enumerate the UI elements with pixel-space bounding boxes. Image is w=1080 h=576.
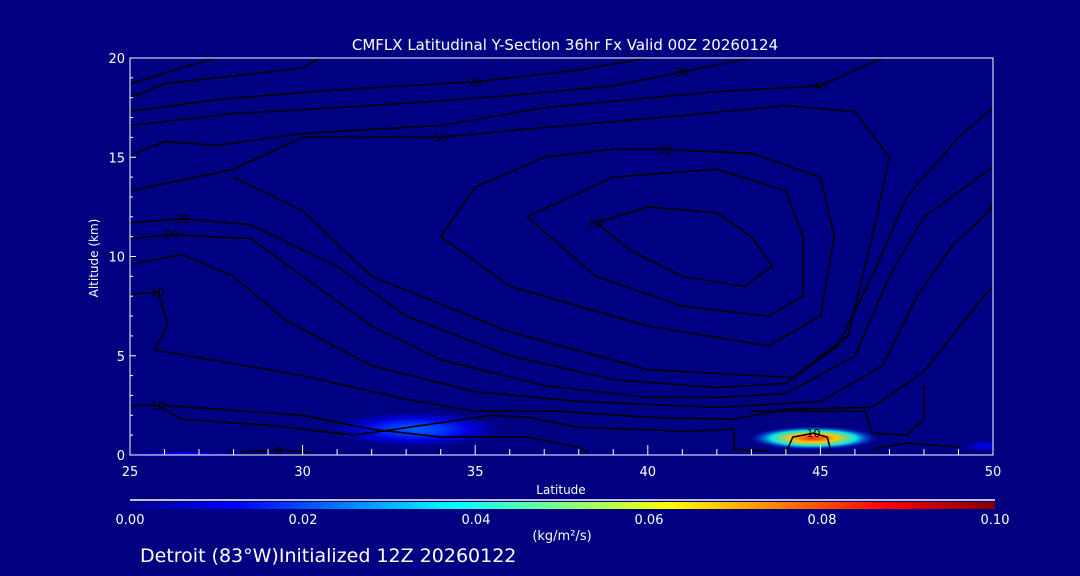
contour-label: 50 xyxy=(434,131,448,144)
y-tick-label: 20 xyxy=(108,52,125,67)
colorbar-tick-label: 0.10 xyxy=(981,513,1010,528)
contour-label: 10 xyxy=(151,399,165,412)
contour-line xyxy=(130,106,993,389)
x-tick-label: 40 xyxy=(640,465,657,480)
contour-label: 30 xyxy=(675,66,689,79)
contour-label: 20 xyxy=(468,76,482,89)
contour-label: 30 xyxy=(175,213,189,226)
contour-label: 10 xyxy=(151,286,165,299)
y-tick-label: 0 xyxy=(117,449,125,464)
contour-lines: 20 30 40 50 60 80 30 20 30 10 10 10 0 xyxy=(130,58,1000,457)
x-tick-label: 50 xyxy=(985,465,1002,480)
contour-line xyxy=(751,385,925,436)
flux-region xyxy=(130,451,234,455)
contour-label: 0 xyxy=(275,444,282,457)
colorbar-tick-label: 0.08 xyxy=(808,513,837,528)
contour-label: 10 xyxy=(806,427,820,440)
contour-line xyxy=(130,285,993,421)
contour-line xyxy=(130,104,891,379)
flux-region xyxy=(965,441,993,452)
contour-line xyxy=(130,58,752,127)
contour-label: 40 xyxy=(813,80,827,93)
axes: 25 30 35 40 45 50 0 5 10 15 20 xyxy=(108,52,1001,480)
x-tick-label: 45 xyxy=(812,465,829,480)
colorbar-tick-label: 0.06 xyxy=(635,513,664,528)
contour-line xyxy=(130,58,648,113)
contour-line xyxy=(785,432,832,454)
contour-line xyxy=(130,58,883,157)
contour-line xyxy=(164,404,590,454)
colorbar-tick-label: 0.02 xyxy=(289,513,318,528)
x-tick-label: 25 xyxy=(122,465,139,480)
flux-region xyxy=(747,426,880,451)
contour-line xyxy=(526,168,804,317)
contour-label: 60 xyxy=(658,143,672,156)
colorbar-unit: (kg/m²/s) xyxy=(532,529,591,544)
contour-line xyxy=(872,442,959,450)
chart-title: CMFLX Latitudinal Y-Section 36hr Fx Vali… xyxy=(352,36,778,54)
contour-line xyxy=(130,206,993,409)
colorbar xyxy=(130,502,995,509)
x-axis-label: Latitude xyxy=(536,483,585,497)
y-axis-label: Altitude (km) xyxy=(87,219,101,298)
contour-line xyxy=(130,58,217,85)
contour-label: 80 xyxy=(589,217,603,230)
colorbar-tick-label: 0.00 xyxy=(116,513,145,528)
contour-line xyxy=(595,206,774,288)
contour-line xyxy=(130,404,769,452)
contour-line xyxy=(130,166,993,399)
colorbar-tick-labels: 0.00 0.02 0.04 0.06 0.08 0.10 xyxy=(116,513,1010,528)
contour-line xyxy=(130,58,321,99)
contour-line xyxy=(240,449,310,453)
colorbar-tick-label: 0.04 xyxy=(462,513,491,528)
contour-label: 30 xyxy=(986,201,1000,214)
footer-caption: Detroit (83°W)Initialized 12Z 20260122 xyxy=(140,545,516,567)
y-tick-label: 15 xyxy=(108,151,125,166)
contour-line xyxy=(439,148,836,347)
plot-area xyxy=(130,58,993,455)
y-tick-label: 5 xyxy=(117,350,125,365)
y-tick-label: 10 xyxy=(108,251,125,266)
x-tick-label: 35 xyxy=(467,465,484,480)
x-tick-label: 30 xyxy=(294,465,311,480)
contour-label: 20 xyxy=(164,229,178,242)
